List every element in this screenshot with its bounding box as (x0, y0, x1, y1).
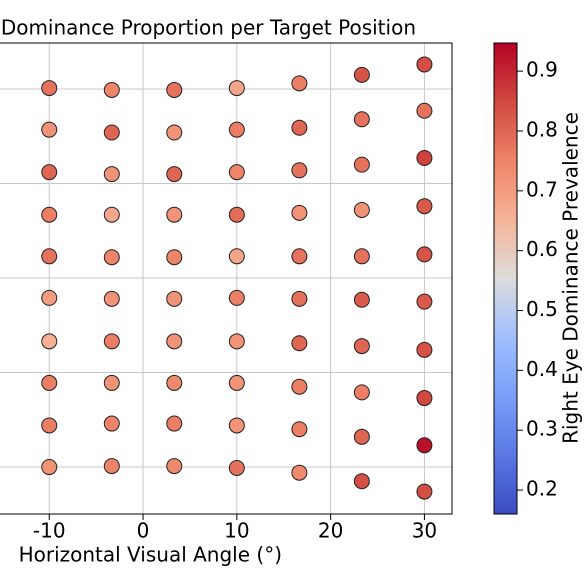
point (291, 335, 308, 352)
point (291, 75, 308, 92)
point (166, 415, 183, 432)
point (166, 81, 183, 98)
colorbar-tick-label: 0.3 (526, 417, 558, 441)
point (228, 417, 245, 434)
point (41, 121, 58, 138)
point (291, 421, 308, 438)
point (353, 473, 370, 490)
point (41, 206, 58, 223)
point (103, 374, 120, 391)
colorbar-tick-label: 0.8 (526, 117, 558, 141)
point (228, 333, 245, 350)
colorbar-tick-label: 0.5 (526, 297, 558, 321)
point (103, 249, 120, 266)
point (416, 198, 433, 215)
point (353, 291, 370, 308)
point (166, 249, 183, 266)
point (228, 206, 245, 223)
point (103, 290, 120, 307)
point (166, 166, 183, 183)
colorbar-label: Right Eye Dominance Prevalence (559, 112, 583, 444)
point (41, 80, 58, 97)
point (103, 333, 120, 350)
point (41, 248, 58, 265)
point (291, 204, 308, 221)
point (166, 333, 183, 350)
point (416, 483, 433, 500)
point (41, 417, 58, 434)
point (228, 289, 245, 306)
colorbar-tick-label: 0.7 (526, 177, 558, 201)
point (291, 290, 308, 307)
point (228, 164, 245, 181)
point (353, 66, 370, 83)
point (228, 374, 245, 391)
x-axis-label: Horizontal Visual Angle (°) (19, 543, 282, 567)
point (353, 428, 370, 445)
point (228, 248, 245, 265)
point (291, 378, 308, 395)
point (166, 374, 183, 391)
point (416, 341, 433, 358)
point (166, 290, 183, 307)
point (353, 248, 370, 265)
point (353, 384, 370, 401)
point (103, 81, 120, 98)
x-tick-label: -10 (33, 519, 66, 543)
point (166, 124, 183, 141)
point (291, 248, 308, 265)
point (353, 338, 370, 355)
point (291, 464, 308, 481)
point (228, 459, 245, 476)
point (41, 289, 58, 306)
point (166, 458, 183, 475)
point (291, 162, 308, 179)
x-tick-label: 30 (412, 519, 437, 543)
colorbar-tick-label: 0.9 (526, 58, 558, 82)
point (166, 206, 183, 223)
point (353, 201, 370, 218)
point (41, 459, 58, 476)
point (103, 458, 120, 475)
x-tick-label: 0 (137, 519, 150, 543)
point (353, 156, 370, 173)
point (41, 374, 58, 391)
colorbar-tick-label: 0.6 (526, 237, 558, 261)
point (416, 56, 433, 73)
point (228, 121, 245, 138)
colorbar (493, 42, 518, 515)
point (41, 164, 58, 181)
point (228, 80, 245, 97)
point (103, 415, 120, 432)
point (416, 150, 433, 167)
point (291, 119, 308, 136)
point (103, 124, 120, 141)
plot-frame (0, 42, 453, 515)
point (103, 166, 120, 183)
point (41, 333, 58, 350)
point (353, 111, 370, 128)
point (416, 390, 433, 407)
point (416, 102, 433, 119)
point (416, 293, 433, 310)
colorbar-tick-label: 0.2 (526, 477, 558, 501)
point (416, 246, 433, 263)
colorbar-tick-label: 0.4 (526, 357, 558, 381)
point (103, 206, 120, 223)
x-tick-label: 10 (224, 519, 249, 543)
point (416, 437, 433, 454)
chart-title: Dominance Proportion per Target Position (1, 16, 416, 40)
x-tick-label: 20 (318, 519, 343, 543)
